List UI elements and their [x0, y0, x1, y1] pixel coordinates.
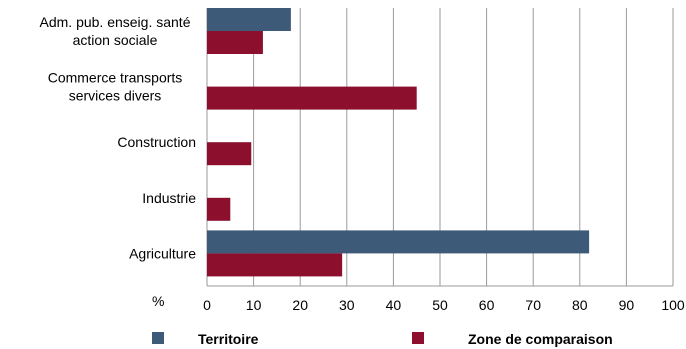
x-tick-label-9: 90	[619, 297, 635, 313]
category-label-1-0: Commerce transports	[48, 70, 183, 86]
x-tick-label-5: 50	[432, 297, 448, 313]
category-labels: Adm. pub. enseig. santé action sociale Com…	[40, 14, 197, 261]
legend-swatch-1	[412, 332, 424, 344]
bar-zone-comparaison-3	[207, 197, 231, 221]
x-tick-label-4: 40	[386, 297, 402, 313]
category-label-1-1: services divers	[69, 88, 162, 104]
x-tick-label-1: 10	[246, 297, 262, 313]
category-label-4-0: Agriculture	[129, 245, 196, 261]
bars	[207, 8, 590, 277]
x-unit-label: %	[152, 293, 164, 309]
legend-swatch-0	[152, 332, 164, 344]
legend: Territoire Zone de comparaison	[152, 331, 613, 347]
x-tick-labels: 0 10 20 30 40 50 60 70 80 90 100	[203, 297, 685, 313]
grid-lines	[206, 8, 674, 287]
bar-zone-comparaison-2	[207, 142, 252, 166]
category-label-0-0: Adm. pub. enseig. santé	[40, 14, 191, 30]
bar-zone-comparaison-4	[207, 253, 343, 277]
x-tick-label-8: 80	[572, 297, 588, 313]
bar-zone-comparaison-0	[207, 31, 263, 54]
bar-territoire-4	[207, 230, 590, 254]
x-tick-label-0: 0	[203, 297, 211, 313]
legend-label-0: Territoire	[198, 331, 259, 347]
legend-label-1: Zone de comparaison	[468, 331, 613, 347]
x-tick-label-3: 30	[339, 297, 355, 313]
x-tick-label-7: 70	[525, 297, 541, 313]
bar-territoire-0	[207, 8, 291, 31]
x-tick-label-6: 60	[479, 297, 495, 313]
x-tick-label-10: 100	[661, 297, 685, 313]
category-label-3-0: Industrie	[142, 190, 196, 206]
category-label-0-1: action sociale	[73, 32, 158, 48]
bar-zone-comparaison-1	[207, 86, 417, 110]
x-tick-label-2: 20	[292, 297, 308, 313]
category-label-2-0: Construction	[117, 134, 196, 150]
